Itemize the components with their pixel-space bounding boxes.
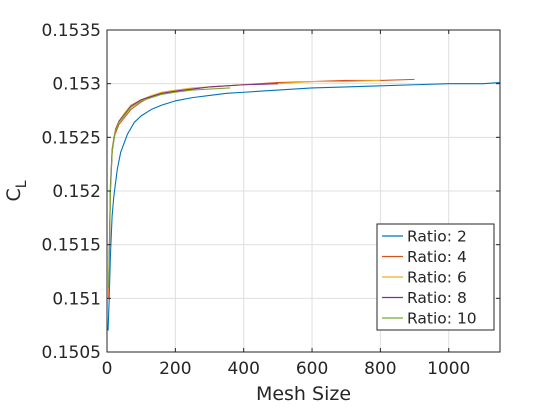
legend-entry-label: Ratio: 2 xyxy=(407,228,467,246)
legend-entry-label: Ratio: 4 xyxy=(407,248,467,266)
series-group xyxy=(107,78,500,331)
y-axis-label: CL xyxy=(3,180,30,201)
series-line-1 xyxy=(107,82,500,331)
y-tick-label: 0.1515 xyxy=(42,236,101,256)
x-tick-label: 1000 xyxy=(427,359,470,379)
y-axis-ticks: 0.1505 0.151 0.1515 0.152 0.1525 0.153 0.1535 xyxy=(42,21,500,363)
legend-entry-label: Ratio: 10 xyxy=(407,310,477,328)
x-tick-label: 0 xyxy=(102,359,113,379)
legend: Ratio: 2 Ratio: 4 Ratio: 6 Ratio: 8 Ratio: 1… xyxy=(376,223,495,331)
y-axis-label-main: C xyxy=(3,188,25,201)
x-axis-label: Mesh Size xyxy=(256,383,351,405)
x-axis-ticks: 0 200 400 600 800 1000 xyxy=(102,30,470,379)
y-tick-label: 0.151 xyxy=(52,289,101,309)
x-tick-label: 600 xyxy=(296,359,328,379)
x-tick-label: 800 xyxy=(364,359,396,379)
y-tick-label: 0.153 xyxy=(52,75,101,95)
x-tick-label: 400 xyxy=(227,359,259,379)
y-tick-label: 0.1535 xyxy=(42,21,101,41)
y-tick-label: 0.1505 xyxy=(42,343,101,363)
x-tick-label: 200 xyxy=(159,359,191,379)
y-tick-label: 0.152 xyxy=(52,182,101,202)
svg-text:CL: CL xyxy=(3,180,30,201)
y-tick-label: 0.1525 xyxy=(42,128,101,148)
legend-entry-label: Ratio: 6 xyxy=(407,269,467,287)
series-line-5 xyxy=(108,87,231,288)
legend-entry-label: Ratio: 8 xyxy=(407,289,467,307)
y-axis-label-subscript: L xyxy=(14,180,30,188)
